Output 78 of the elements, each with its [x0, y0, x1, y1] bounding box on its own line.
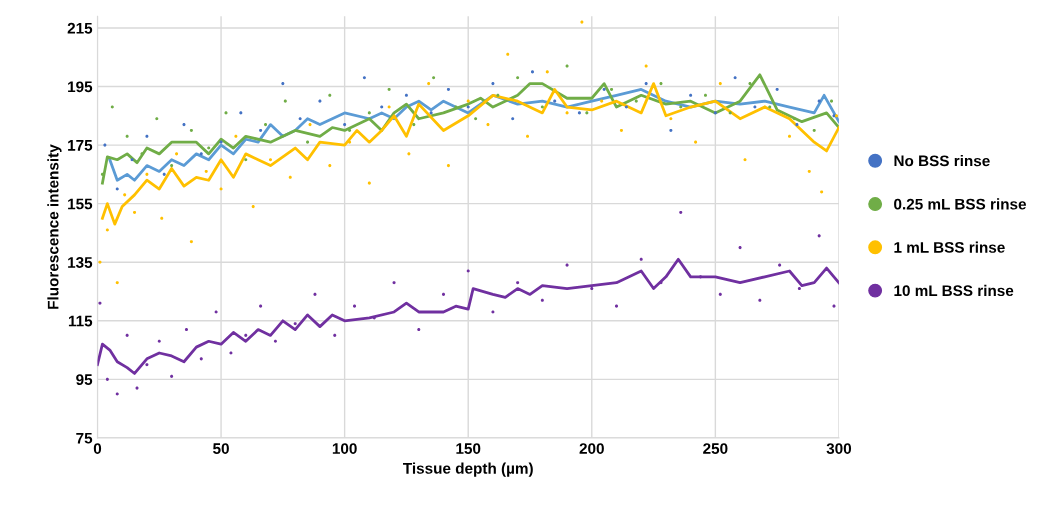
point [516, 281, 520, 285]
point [170, 164, 174, 168]
point [328, 93, 332, 97]
point [580, 20, 584, 24]
point [105, 228, 109, 232]
point [244, 158, 248, 162]
x-tick-label: 250 [703, 443, 728, 454]
point [155, 117, 159, 121]
point [441, 292, 446, 296]
point [506, 52, 510, 56]
point [404, 93, 408, 97]
point [446, 87, 450, 92]
point [105, 377, 109, 381]
legend-label: 10 mL BSS rinse [894, 284, 1014, 297]
point [466, 99, 470, 103]
point [511, 117, 515, 121]
point [540, 298, 544, 302]
point [446, 164, 450, 168]
point [189, 128, 193, 132]
line-series [97, 257, 839, 375]
y-tick-label: 75 [76, 432, 93, 444]
y-tick-label: 195 [68, 81, 93, 93]
point [407, 152, 411, 156]
y-tick-label: 135 [68, 257, 93, 268]
point [718, 292, 722, 296]
point [133, 210, 137, 214]
point [743, 158, 747, 162]
point [585, 111, 589, 115]
point [624, 105, 628, 109]
x-axis-title: Tissue depth (µm) [403, 462, 533, 477]
point [429, 111, 433, 115]
point [184, 328, 189, 332]
x-tick-label: 50 [213, 443, 229, 454]
point [689, 93, 693, 97]
point [728, 111, 732, 115]
x-tick-label: 200 [579, 443, 604, 454]
point [540, 105, 544, 109]
point [207, 146, 211, 150]
point [718, 82, 722, 86]
point [348, 128, 352, 132]
point [797, 287, 801, 291]
legend-label: 1 mL BSS rinse [894, 241, 1005, 253]
point [182, 123, 186, 127]
x-tick-label: 150 [456, 443, 481, 454]
point [817, 234, 821, 238]
y-tick-label: 115 [68, 315, 93, 327]
point [288, 175, 292, 179]
point [263, 123, 268, 127]
point [160, 216, 164, 220]
legend-label: 0.25 mL BSS rinse [894, 198, 1027, 210]
y-tick-label: 95 [76, 374, 93, 386]
point [659, 82, 663, 86]
x-tick-label: 100 [332, 443, 357, 454]
line-series [101, 82, 839, 226]
y-tick-label: 175 [68, 140, 93, 151]
line-series [101, 73, 839, 185]
x-tick-label: 0 [93, 443, 102, 454]
point [817, 99, 821, 103]
y-axis-title: Fluorescence intensity [47, 144, 62, 309]
point [157, 339, 161, 343]
point [619, 128, 623, 132]
point [427, 82, 431, 86]
point [170, 374, 174, 378]
point [100, 172, 104, 176]
point [239, 111, 243, 115]
y-tick-label: 155 [68, 198, 93, 210]
point [610, 87, 614, 92]
point [343, 123, 347, 127]
point [259, 128, 263, 132]
x-tick-label: 300 [826, 443, 852, 454]
point [115, 281, 119, 285]
y-tick-label: 215 [67, 22, 93, 34]
point [639, 257, 643, 261]
point [308, 123, 312, 127]
legend-label: No BSS rinse [894, 155, 990, 167]
point [516, 76, 520, 80]
point [474, 117, 478, 121]
point [189, 240, 193, 244]
